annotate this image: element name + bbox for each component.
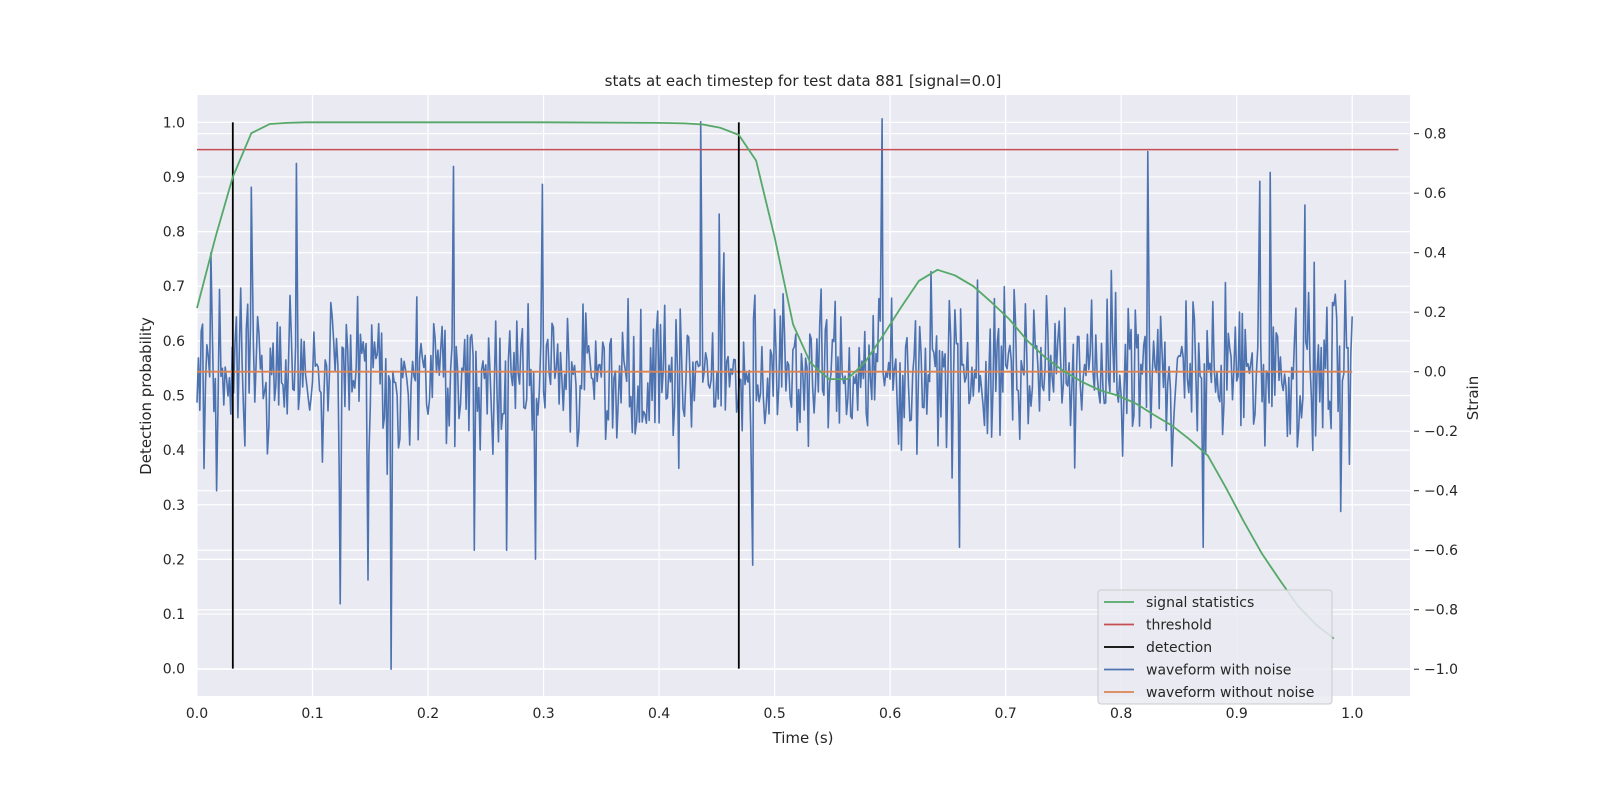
legend: signal statistics threshold detection wavef… [1097, 589, 1333, 705]
y-tick-label-right: 0.4 [1424, 246, 1446, 262]
series-layer [196, 118, 1399, 671]
x-tick-label: 0.2 [417, 706, 439, 722]
y-tick-label-right: −0.2 [1424, 424, 1458, 440]
y-tick-label-left: 0.8 [163, 225, 185, 241]
y-tick-label-left: 0.3 [163, 498, 185, 514]
y-tick-label-left: 0.9 [163, 170, 185, 186]
x-tick-label: 0.5 [763, 706, 785, 722]
y-tick-label-right: −0.8 [1424, 603, 1458, 619]
legend-label: threshold [1146, 618, 1212, 634]
legend-label: signal statistics [1146, 595, 1254, 611]
y-tick-label-right: −0.6 [1424, 543, 1458, 559]
x-tick-label: 0.6 [879, 706, 901, 722]
chart-title: stats at each timestep for test data 881… [605, 72, 1002, 90]
x-tick-label: 0.7 [995, 706, 1017, 722]
x-tick-label: 1.0 [1341, 706, 1363, 722]
legend-box [1097, 589, 1333, 705]
y-tick-label-right: −0.4 [1424, 484, 1458, 500]
y-tick-label-left: 0.0 [163, 662, 185, 678]
y-tick-label-left: 1.0 [163, 115, 185, 131]
x-tick-label: 0.4 [648, 706, 670, 722]
y-tick-label-left: 0.4 [163, 443, 185, 459]
y-tick-label-left: 0.5 [163, 389, 185, 405]
y-tick-label-left: 0.1 [163, 607, 185, 623]
y-tick-label-right: 0.6 [1424, 186, 1446, 202]
y-tick-label-left: 0.2 [163, 552, 185, 568]
y-tick-label-left: 0.7 [163, 279, 185, 295]
y-tick-label-right: 0.0 [1424, 365, 1446, 381]
x-tick-label: 0.3 [532, 706, 554, 722]
legend-label: detection [1146, 640, 1212, 656]
x-axis-label: Time (s) [772, 729, 834, 747]
x-tick-label: 0.1 [301, 706, 323, 722]
legend-label: waveform without noise [1146, 685, 1314, 701]
x-tick-label: 0.8 [1110, 706, 1132, 722]
axes: 0.0 0.1 0.2 0.3 0.4 0.5 0.6 0.7 0.8 0.9 1.0 0.0 0.1 0… [163, 115, 1458, 722]
y-tick-label-right: 0.2 [1424, 305, 1446, 321]
y-tick-label-right: 0.8 [1424, 127, 1446, 143]
waveform-with-noise-line [196, 118, 1353, 671]
y-axis-label-left: Detection probability [137, 317, 155, 475]
y-tick-label-left: 0.6 [163, 334, 185, 350]
y-tick-label-right: −1.0 [1424, 662, 1458, 678]
y-axis-label-right: Strain [1464, 376, 1482, 420]
legend-label: waveform with noise [1146, 663, 1291, 679]
signal-statistics-line [196, 121, 1335, 640]
x-tick-label: 0.9 [1226, 706, 1248, 722]
x-tick-label: 0.0 [186, 706, 208, 722]
